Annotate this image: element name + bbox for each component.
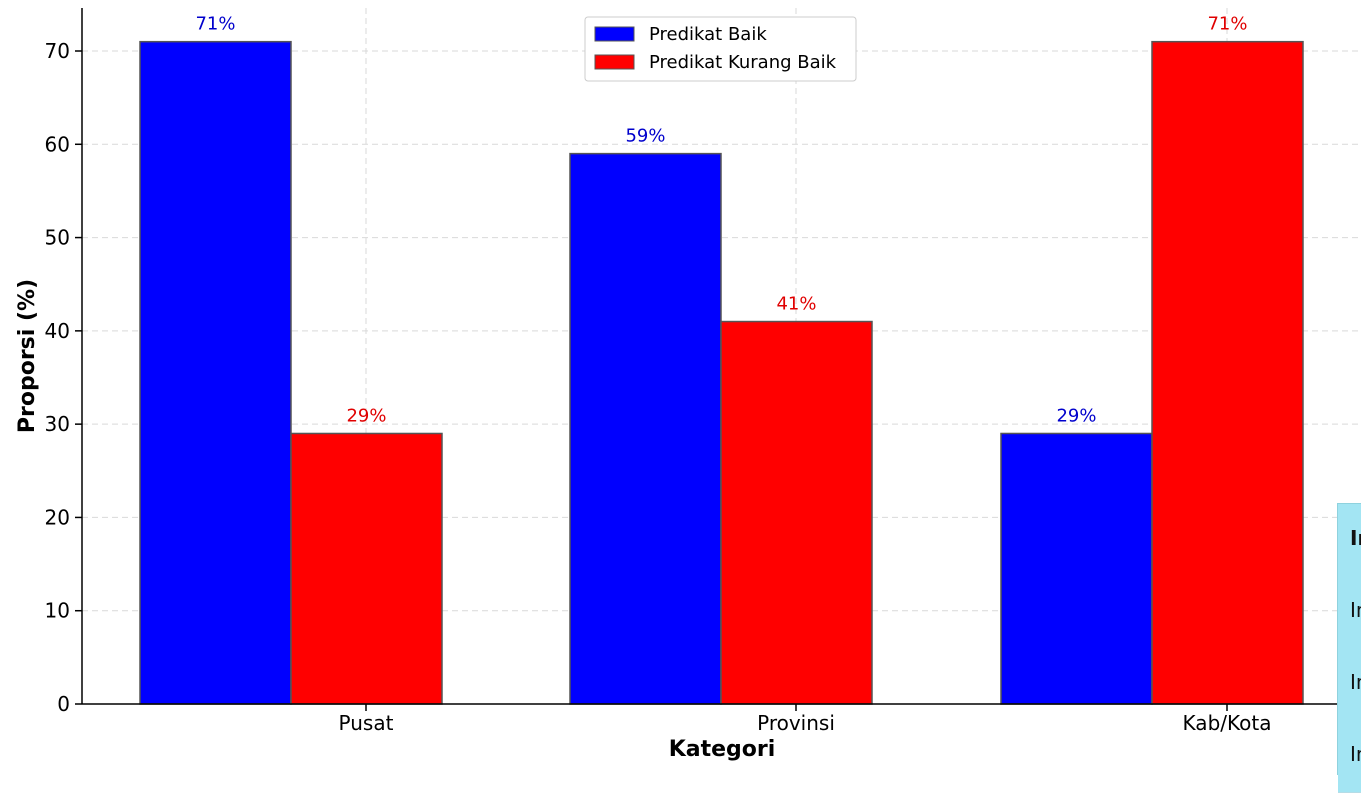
y-tick-label: 60 [45, 132, 70, 156]
bar-value-label: 59% [625, 126, 665, 147]
bar-value-label: 29% [1056, 405, 1096, 426]
bar-predikat-baik-pusat [139, 40, 292, 705]
table-row: In [1338, 576, 1361, 649]
legend-entry-label: Predikat Baik [649, 24, 767, 45]
axes: 0 10 20 30 40 50 60 70 Pusat Provinsi Kab/Kota [45, 8, 1361, 735]
table-cell: In [1350, 526, 1361, 550]
bar-predikat-kurang-baik-provinsi [720, 320, 873, 705]
bar-predikat-kurang-baik-kabkota [1151, 40, 1304, 705]
bar-value-label: 41% [776, 294, 816, 315]
y-tick-label: 10 [45, 599, 70, 623]
y-axis-label: Proporsi (%) [15, 279, 40, 433]
table-cell: In [1350, 670, 1361, 694]
bar-value-label: 71% [195, 14, 235, 35]
table-cell: In [1350, 598, 1361, 622]
bar-predikat-baik-kabkota [1000, 432, 1153, 705]
legend: Predikat Baik Predikat Kurang Baik [584, 16, 857, 82]
y-tick-label: 40 [45, 319, 70, 343]
bar-value-labels: 71% 59% 29% 29% 41% 71% [195, 14, 1247, 427]
legend-entry-label: Predikat Kurang Baik [649, 52, 837, 73]
overlapping-table-fragment: In In In In [1337, 503, 1361, 793]
bar-predikat-baik-provinsi [569, 152, 722, 705]
bars [139, 40, 1304, 705]
bar-value-label: 29% [346, 405, 386, 426]
legend-box [584, 16, 857, 82]
legend-swatch [594, 26, 635, 42]
legend-swatch [594, 54, 635, 70]
table-header-row: In [1338, 504, 1361, 577]
bar-chart: 71% 59% 29% 29% 41% 71% 0 10 20 30 40 50 60 70 Pusat P… [15, 8, 1361, 762]
table-row: In [1338, 720, 1361, 793]
y-tick-label: 20 [45, 505, 70, 529]
table-row: In [1338, 648, 1361, 721]
y-tick-label: 30 [45, 412, 70, 436]
y-tick-label: 50 [45, 226, 70, 250]
bar-value-label: 71% [1207, 14, 1247, 35]
y-tick-label: 70 [45, 39, 70, 63]
table-cell: In [1350, 742, 1361, 766]
x-tick-label: Pusat [339, 711, 394, 735]
x-tick-label: Kab/Kota [1183, 711, 1272, 735]
y-tick-label: 0 [57, 692, 70, 716]
x-tick-label: Provinsi [757, 711, 835, 735]
bar-predikat-kurang-baik-pusat [290, 432, 443, 705]
x-axis-label: Kategori [669, 737, 776, 762]
